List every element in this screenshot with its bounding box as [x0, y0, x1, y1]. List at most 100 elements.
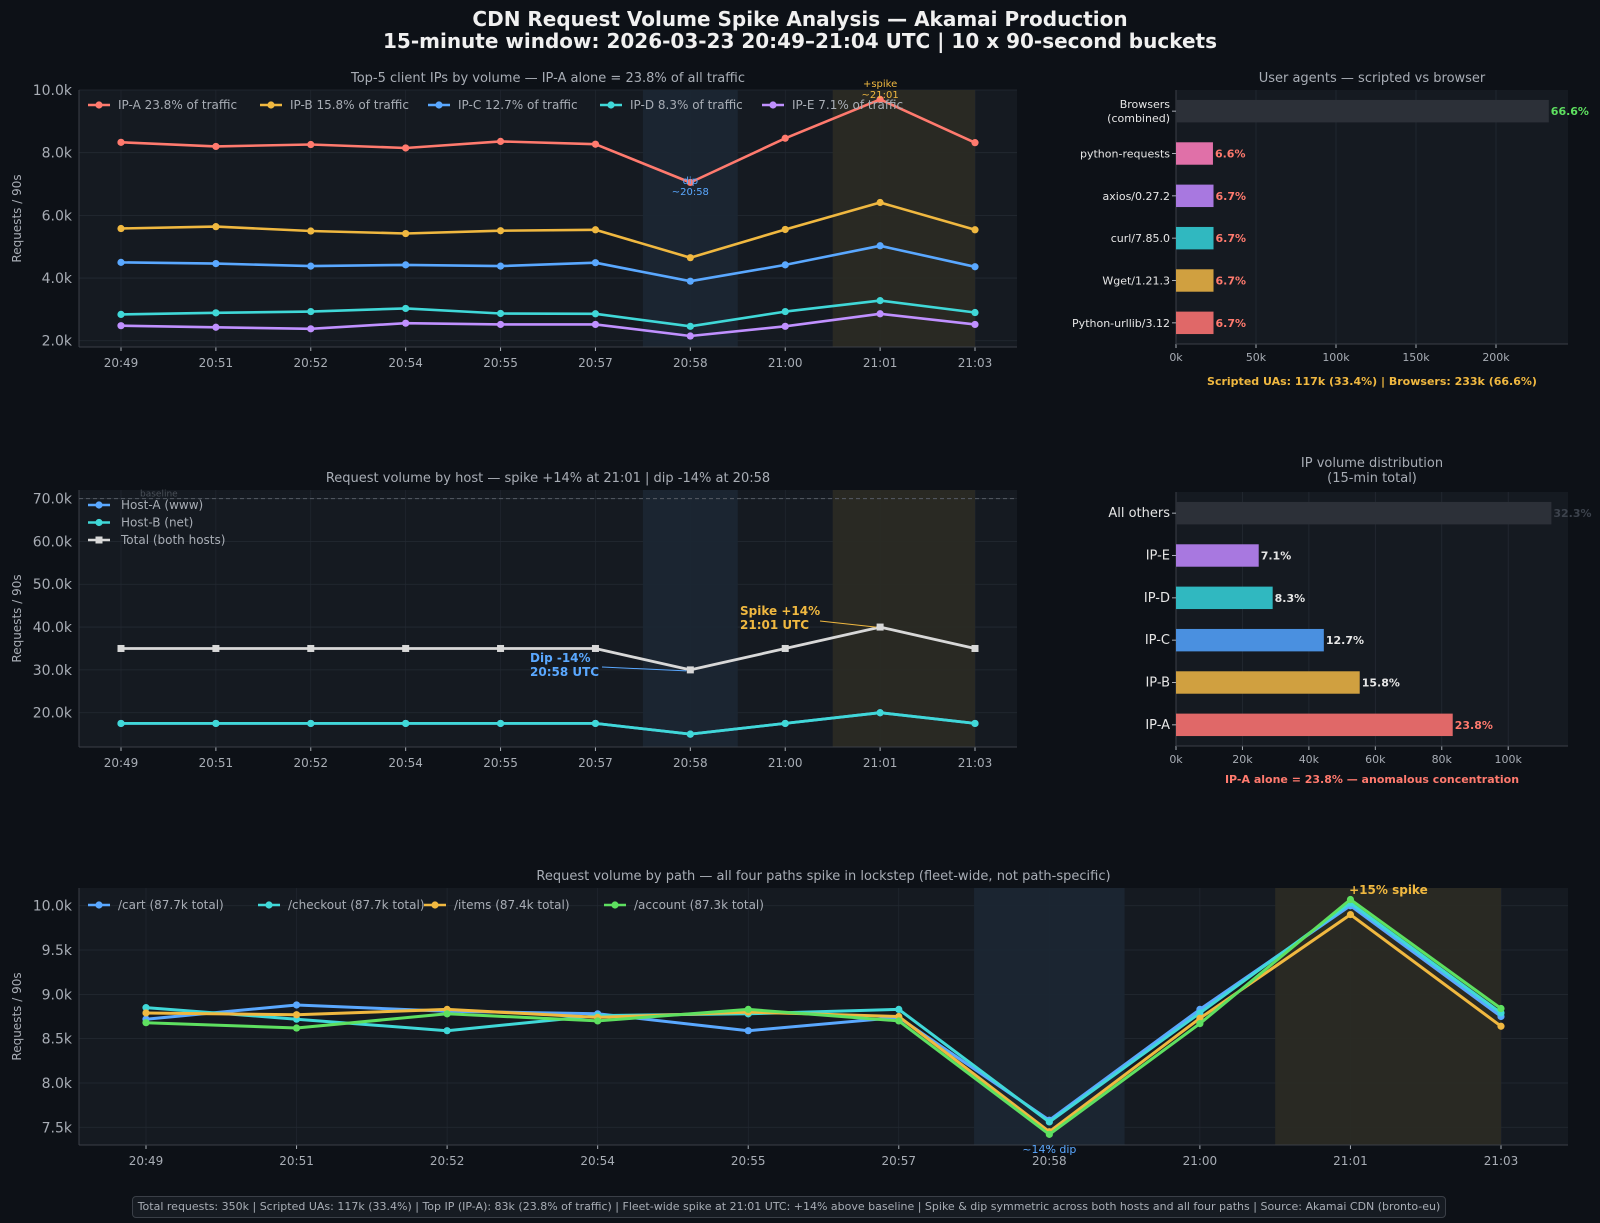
data-point — [971, 226, 979, 234]
series-line — [120, 312, 976, 338]
category-label: All others — [1108, 506, 1170, 521]
chart-top_ips: 2.0k 4.0k 6.0k 8.0k 10.0k 20:49 20:51 20:52 20:5… — [10, 71, 1017, 370]
data-point — [117, 719, 125, 728]
data-point — [876, 310, 884, 318]
bar — [1176, 501, 1552, 525]
chart-ip_distribution: 0k 20k 40k 60k 80k 100k 32.3% All others 7.1% IP-… — [1108, 456, 1591, 786]
x-tick-label: 0k — [1169, 753, 1183, 766]
x-tick-label: 20:58 — [1032, 1154, 1067, 1168]
data-point — [292, 1024, 301, 1032]
bar-value-label: 6.7% — [1216, 232, 1247, 245]
x-tick-label: 20:58 — [673, 756, 708, 770]
data-point — [781, 261, 789, 269]
spike-annotation: +spike — [863, 79, 897, 90]
chart-caption: IP-A alone = 23.8% — anomalous concentra… — [1225, 773, 1519, 786]
data-point — [876, 623, 884, 631]
data-point — [591, 226, 600, 234]
y-axis-label: Requests / 90s — [10, 972, 24, 1060]
y-tick-label: 8.0k — [42, 1076, 73, 1092]
data-point — [307, 644, 315, 652]
data-point — [212, 260, 220, 268]
dip-annotation-time: ~20:58 — [672, 187, 709, 198]
x-tick-label: 20:55 — [483, 756, 518, 770]
legend-marker — [95, 518, 103, 527]
data-point — [876, 709, 884, 717]
legend-marker — [95, 501, 103, 509]
data-point — [402, 144, 410, 152]
chart-title: User agents — scripted vs browser — [1259, 71, 1486, 86]
series-line — [120, 299, 976, 328]
x-tick-label: 20:57 — [881, 1154, 916, 1168]
x-tick-label: 20:54 — [388, 356, 423, 370]
y-tick-label: 70.0k — [33, 492, 73, 508]
category-label: IP-A — [1145, 718, 1170, 733]
spike-annotation: Spike +14% — [740, 604, 820, 618]
legend-marker — [769, 101, 777, 109]
chart-user_agents: 0k 50k 100k 150k 200k 66.6% Browsers(combined)… — [1072, 71, 1589, 388]
data-point — [402, 644, 410, 652]
summary-footer: Total requests: 350k | Scripted UAs: 117… — [132, 1196, 1446, 1218]
data-point — [307, 262, 315, 270]
data-point — [591, 320, 600, 329]
bar — [1176, 671, 1360, 694]
data-point — [402, 719, 410, 728]
x-tick-label: 20:51 — [199, 356, 234, 370]
x-tick-label: 20:51 — [199, 756, 234, 770]
x-tick-label: 20:49 — [129, 1154, 164, 1168]
bar — [1176, 99, 1549, 123]
legend-label: IP-E 7.1% of traffic — [792, 98, 903, 112]
bar — [1176, 184, 1214, 208]
spike-annotation-time: ~21:01 — [862, 90, 899, 101]
baseline-label: baseline — [140, 490, 178, 500]
category-label: axios/0.27.2 — [1103, 190, 1170, 203]
spike-annotation: +15% spike — [1349, 883, 1428, 897]
data-point — [402, 319, 410, 327]
bar — [1176, 628, 1324, 652]
x-tick-label: 21:03 — [958, 356, 993, 370]
x-tick-label: 80k — [1432, 753, 1453, 766]
legend-label: IP-C 12.7% of traffic — [458, 98, 578, 112]
legend-marker — [435, 101, 443, 109]
y-tick-label: 50.0k — [33, 577, 73, 593]
bar — [1176, 142, 1213, 165]
chart-subtitle: (15-min total) — [1327, 471, 1417, 486]
y-tick-label: 9.0k — [42, 987, 73, 1003]
bar-value-label: 6.7% — [1216, 190, 1247, 203]
legend-marker — [95, 536, 103, 544]
y-tick-label: 4.0k — [42, 271, 73, 287]
x-tick-label: 200k — [1482, 351, 1510, 364]
spike-annotation-time: 21:01 UTC — [740, 618, 809, 632]
data-point — [876, 242, 884, 250]
data-point — [1045, 1118, 1053, 1126]
chart-title: Top-5 client IPs by volume — IP-A alone … — [350, 71, 745, 86]
x-tick-label: 20:52 — [430, 1154, 465, 1168]
data-point — [292, 1011, 301, 1019]
data-point — [591, 644, 599, 652]
data-point — [781, 644, 789, 652]
data-point — [117, 310, 125, 319]
x-tick-label: 20:49 — [104, 356, 139, 370]
data-point — [1346, 910, 1355, 919]
data-point — [307, 307, 315, 316]
bar-value-label: 66.6% — [1551, 105, 1589, 118]
page-subtitle: 15-minute window: 2026-03-23 20:49–21:04… — [382, 29, 1217, 53]
dip-band — [642, 490, 738, 747]
data-point — [443, 1010, 451, 1018]
x-tick-label: 20:54 — [388, 756, 423, 770]
y-tick-label: 60.0k — [33, 534, 73, 550]
data-point — [212, 142, 220, 151]
data-point — [402, 304, 410, 313]
x-tick-label: 150k — [1402, 351, 1430, 364]
data-point — [443, 1027, 451, 1035]
data-point — [212, 644, 220, 652]
bar-value-label: 12.7% — [1326, 634, 1364, 647]
legend-label: /cart (87.7k total) — [118, 898, 224, 912]
category-label: Browsers — [1120, 98, 1171, 111]
x-tick-label: 20:54 — [580, 1154, 615, 1168]
bar — [1176, 311, 1214, 335]
data-point — [744, 1027, 752, 1035]
category-label: curl/7.85.0 — [1111, 232, 1170, 245]
x-tick-label: 20:57 — [578, 356, 613, 370]
data-point — [402, 229, 410, 238]
